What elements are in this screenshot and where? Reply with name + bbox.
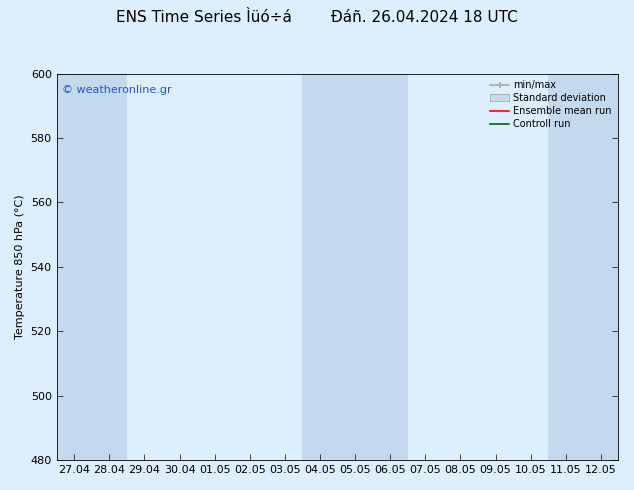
Text: ENS Time Series Ìüó÷á        Đáñ. 26.04.2024 18 UTC: ENS Time Series Ìüó÷á Đáñ. 26.04.2024 18… xyxy=(116,10,518,25)
Legend: min/max, Standard deviation, Ensemble mean run, Controll run: min/max, Standard deviation, Ensemble me… xyxy=(488,78,614,131)
Text: © weatheronline.gr: © weatheronline.gr xyxy=(62,85,172,95)
Bar xyxy=(56,74,92,460)
Bar xyxy=(548,74,583,460)
Bar xyxy=(373,74,408,460)
Bar xyxy=(92,74,127,460)
Bar xyxy=(583,74,619,460)
Bar xyxy=(302,74,337,460)
Bar xyxy=(337,74,373,460)
Y-axis label: Temperature 850 hPa (°C): Temperature 850 hPa (°C) xyxy=(15,195,25,339)
